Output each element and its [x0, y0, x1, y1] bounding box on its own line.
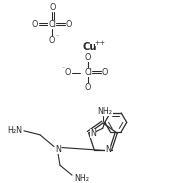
- Text: N: N: [105, 145, 111, 154]
- Text: Cl: Cl: [84, 68, 92, 77]
- Text: O: O: [50, 3, 56, 12]
- Text: N: N: [90, 129, 96, 138]
- Text: Cl: Cl: [48, 20, 56, 29]
- Text: ⁻: ⁻: [55, 35, 58, 40]
- Text: O: O: [85, 83, 91, 92]
- Text: NH₂: NH₂: [74, 173, 89, 183]
- Text: N: N: [55, 145, 61, 154]
- Text: O: O: [49, 36, 55, 45]
- Text: O: O: [102, 68, 108, 77]
- Text: ++: ++: [94, 40, 105, 46]
- Text: O: O: [65, 68, 71, 77]
- Text: Cu: Cu: [83, 42, 97, 52]
- Text: H₂N: H₂N: [8, 126, 23, 135]
- Text: NH₂: NH₂: [98, 107, 112, 116]
- Text: O: O: [66, 20, 72, 29]
- Text: ⁻: ⁻: [61, 67, 64, 72]
- Text: O: O: [85, 53, 91, 61]
- Text: O: O: [32, 20, 38, 29]
